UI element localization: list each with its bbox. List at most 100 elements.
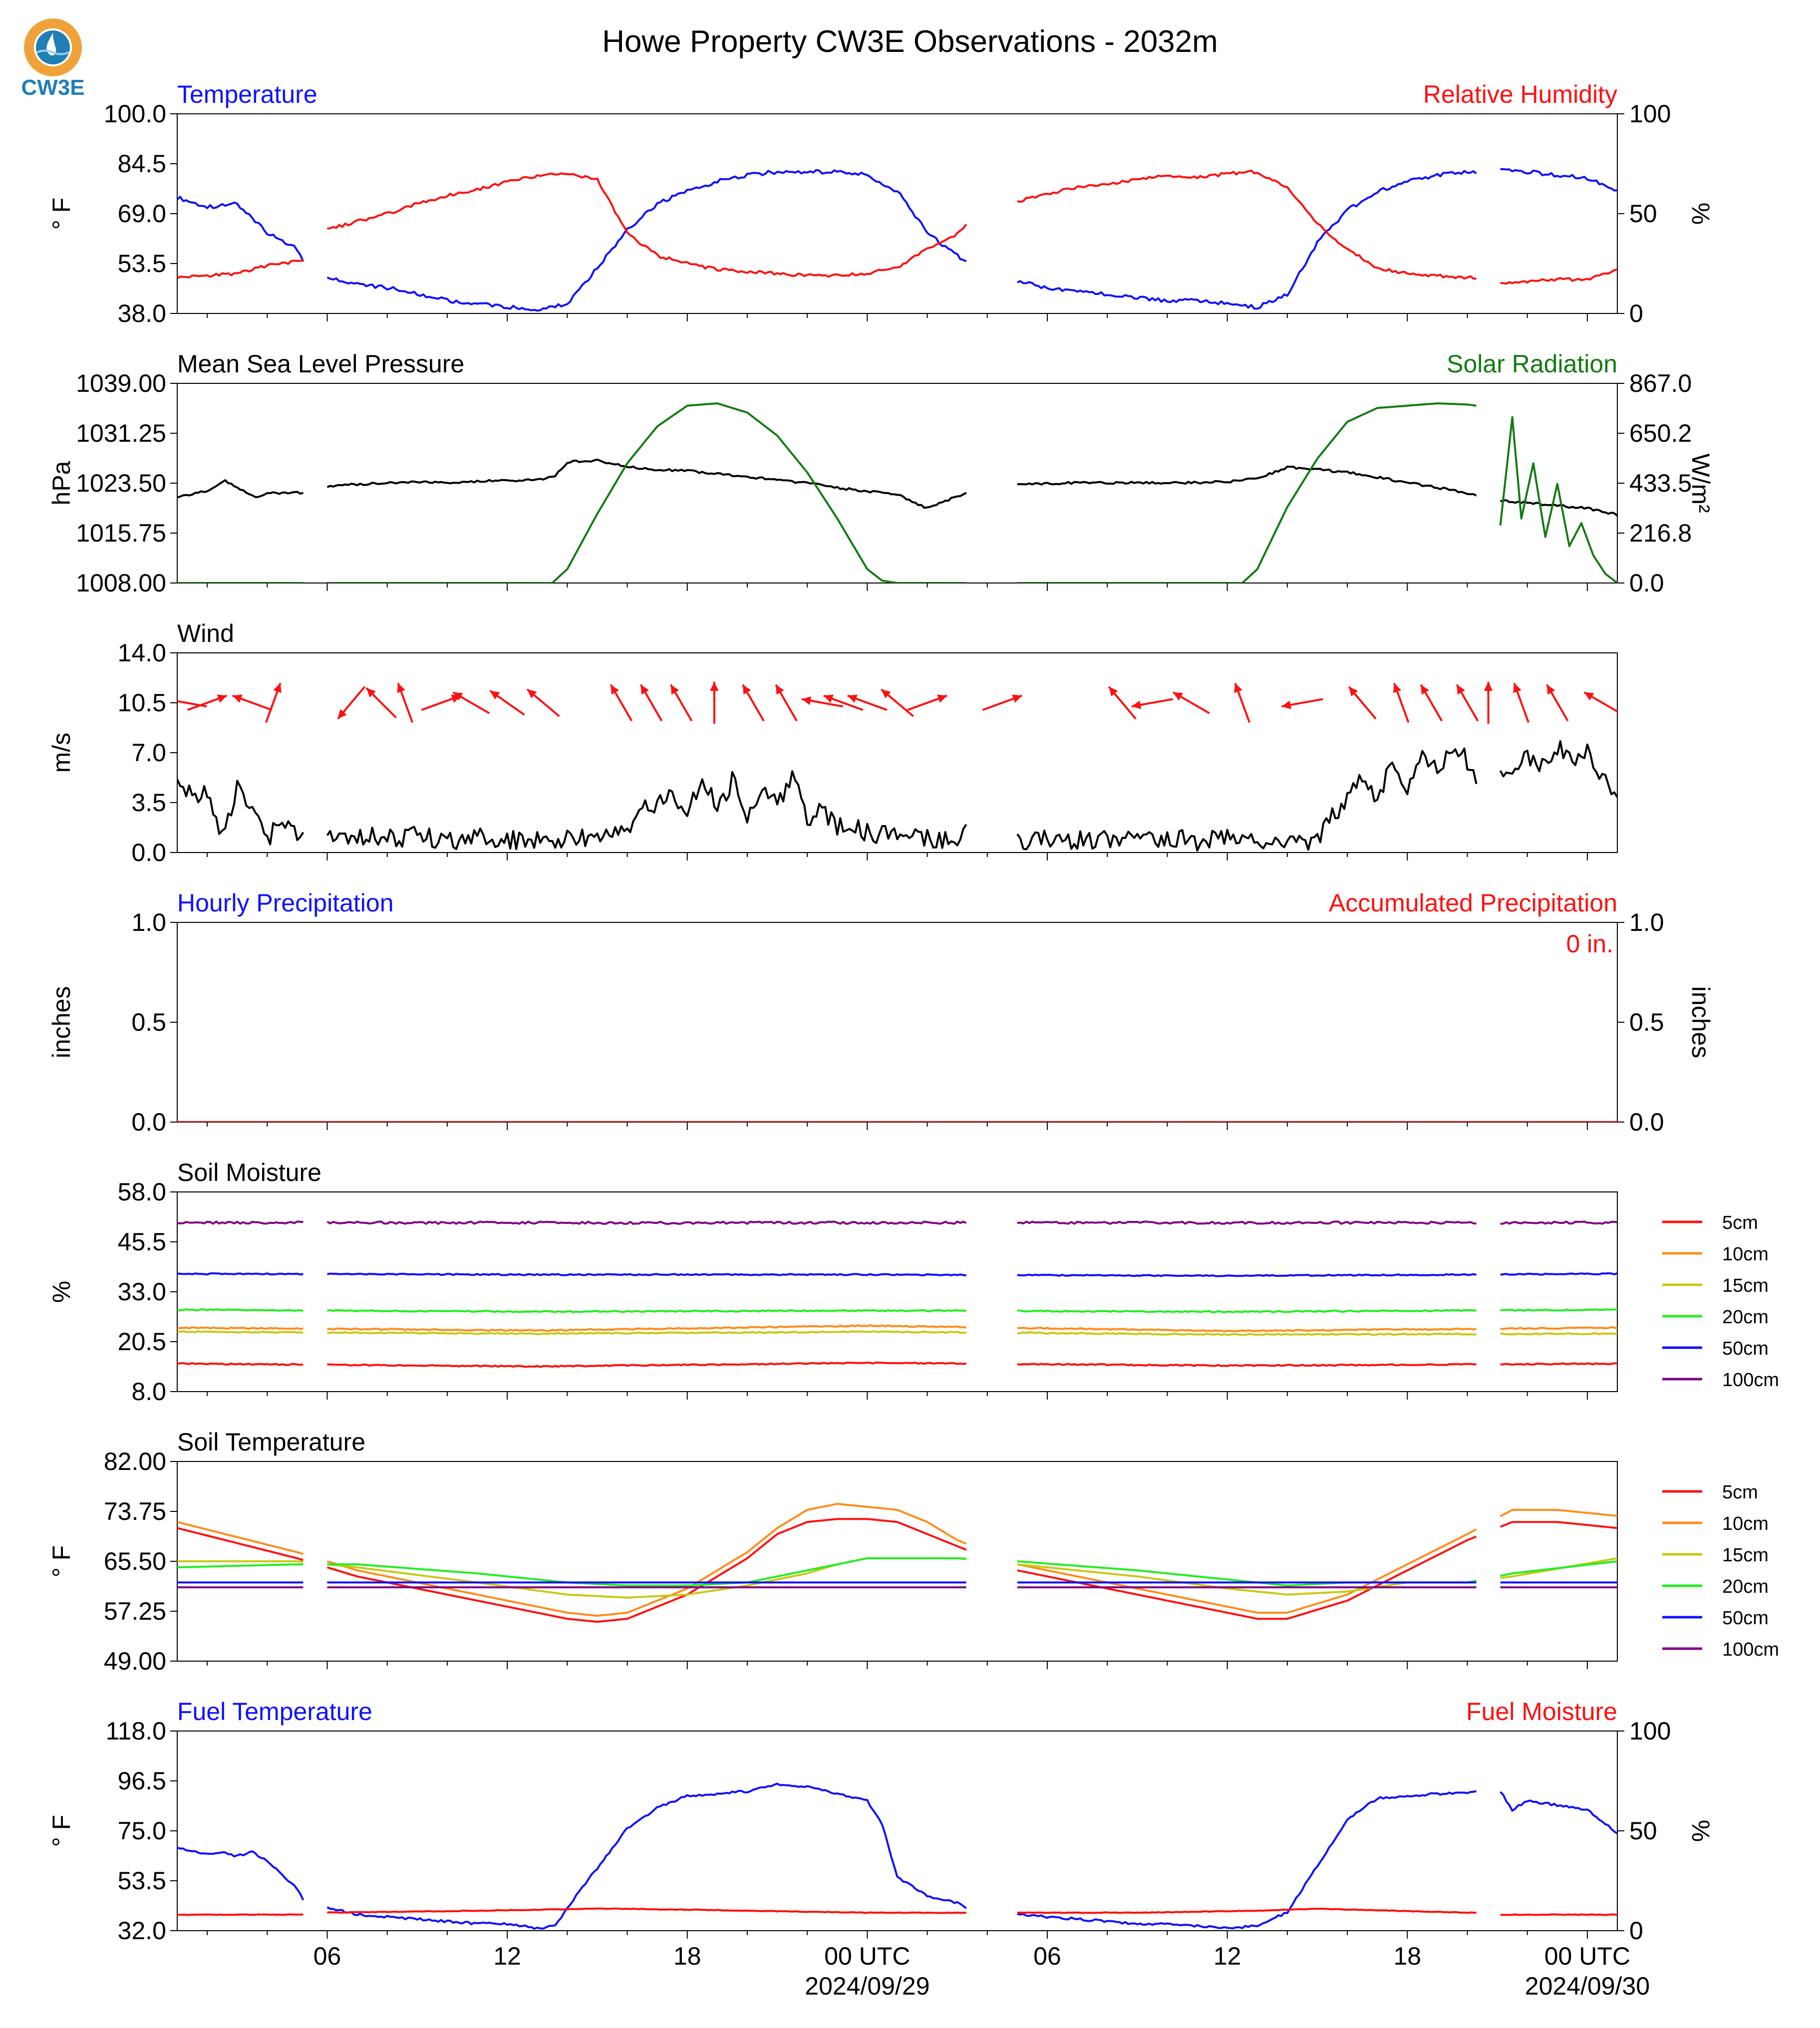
x-tick-label: 00 UTC <box>824 1942 910 1970</box>
plot-frame <box>177 1461 1618 1662</box>
series-line-relative-humidity <box>177 169 1617 285</box>
wind-arrow-head <box>743 684 751 695</box>
soil-legend: 5cm 10cm 15cm 20cm 50cm 100cm <box>1662 1482 1779 1660</box>
y-tick-label: 45.5 <box>118 1228 166 1256</box>
wind-arrow-head <box>1132 700 1142 709</box>
wind-arrow-head <box>527 689 537 699</box>
series-line-solar-radiation <box>177 402 1617 583</box>
y-tick-label: 53.5 <box>118 1867 166 1895</box>
y2-tick-label: 0 <box>1629 1917 1643 1945</box>
y-tick-label: 65.50 <box>104 1547 166 1575</box>
y-tick-label: 96.5 <box>118 1767 166 1795</box>
y-tick-label: 32.0 <box>118 1917 166 1945</box>
wind-arrow-head <box>670 684 679 695</box>
wind-arrow-head <box>1173 692 1184 701</box>
y-tick-label: 49.00 <box>104 1647 166 1675</box>
y2-tick-label: 1.0 <box>1629 908 1664 936</box>
y-tick-label: 33.0 <box>118 1278 166 1306</box>
x-tick-label: 06 <box>1033 1942 1061 1970</box>
wind-arrow-head <box>1584 692 1594 701</box>
y-tick-label: 20.5 <box>118 1328 166 1356</box>
panel-temperature: Temperature Relative Humidity 38.0 53.5 69.0… <box>47 80 1715 327</box>
y2-tick-label: 0.5 <box>1629 1008 1664 1036</box>
plot-frame <box>177 1731 1618 1931</box>
y-axis-label: ° F <box>47 1815 75 1847</box>
y2-axis-label: W/m² <box>1687 453 1715 513</box>
legend-label: 100cm <box>1722 1370 1779 1391</box>
soil-legend: 5cm 10cm 15cm 20cm 50cm 100cm <box>1662 1212 1779 1391</box>
panel-title-right: Fuel Moisture <box>1466 1698 1617 1726</box>
series-line-fuel-moisture <box>177 1907 1617 1916</box>
y-tick-label: 1023.50 <box>76 469 166 497</box>
y-tick-label: 0.5 <box>131 1008 166 1036</box>
x-tick-label: 06 <box>313 1942 341 1970</box>
panel-title-right: Solar Radiation <box>1447 350 1617 378</box>
wind-arrow-head <box>937 694 947 703</box>
panel-title-right: Relative Humidity <box>1423 80 1617 108</box>
series-line-5cm <box>177 1361 1617 1368</box>
series-line-5cm <box>177 1518 1617 1623</box>
wind-arrow-head <box>1457 684 1465 695</box>
y2-tick-label: 50 <box>1629 1817 1657 1845</box>
series-line-15cm <box>177 1330 1617 1336</box>
series-line-10cm <box>177 1324 1617 1333</box>
y-tick-label: 118.0 <box>106 1717 166 1745</box>
wind-arrow-head <box>1012 694 1022 703</box>
y-axis-label: inches <box>47 986 75 1059</box>
wind-arrow-head <box>640 684 649 695</box>
y-tick-label: 7.0 <box>131 739 166 767</box>
panel-title-left: Mean Sea Level Pressure <box>177 350 464 378</box>
y-tick-label: 75.0 <box>118 1817 166 1845</box>
y-tick-label: 73.75 <box>104 1497 166 1525</box>
y-tick-label: 10.5 <box>118 689 166 717</box>
panel-soil-temperature: Soil Temperature 49.00 57.25 65.50 73.75 82.0… <box>47 1428 1779 1675</box>
y-tick-label: 100.0 <box>104 100 166 128</box>
wind-arrow-head <box>217 694 227 703</box>
wind-arrow-head <box>232 694 243 703</box>
accumulated-total-label: 0 in. <box>1566 930 1613 958</box>
y2-axis-label: % <box>1687 203 1715 225</box>
series-group <box>177 1220 1617 1368</box>
logo-drop <box>46 33 56 56</box>
legend-label: 20cm <box>1722 1576 1769 1597</box>
legend-label: 10cm <box>1722 1513 1769 1534</box>
legend-label: 100cm <box>1722 1639 1779 1660</box>
y-tick-label: 1008.00 <box>76 569 166 597</box>
legend-label: 50cm <box>1722 1338 1769 1359</box>
wind-arrow-head <box>490 690 500 700</box>
y-tick-label: 38.0 <box>118 299 166 327</box>
wind-arrow-head <box>166 696 175 705</box>
y2-axis-label: inches <box>1687 986 1715 1059</box>
series-group <box>177 168 1617 312</box>
panel-title-left: Wind <box>177 619 234 647</box>
y2-tick-label: 867.0 <box>1629 369 1692 397</box>
legend-label: 50cm <box>1722 1608 1769 1629</box>
y-tick-label: 14.0 <box>118 639 166 667</box>
x-tick-label: 18 <box>1393 1942 1421 1970</box>
panel-fuel: Fuel Temperature Fuel Moisture 32.0 53.5 75.… <box>47 1698 1715 1945</box>
y-tick-label: 1031.25 <box>76 419 166 447</box>
y2-tick-label: 433.5 <box>1629 469 1692 497</box>
y-axis-label: hPa <box>47 461 75 505</box>
wind-arrow-head <box>1234 683 1242 693</box>
y-tick-label: 58.0 <box>118 1178 166 1206</box>
plot-frame <box>177 652 1618 853</box>
y-tick-label: 53.5 <box>118 250 166 278</box>
panel-title-left: Hourly Precipitation <box>177 889 394 917</box>
wind-arrow-head <box>1546 684 1555 695</box>
panel-soil-moisture: Soil Moisture 8.0 20.5 33.0 45.5 58.0% 5cm 10cm… <box>47 1159 1779 1406</box>
wind-arrow-head <box>710 682 719 691</box>
legend-label: 15cm <box>1722 1545 1769 1566</box>
series-line-fuel-temperature <box>177 1782 1617 1930</box>
y-tick-label: 8.0 <box>131 1378 166 1406</box>
cw3e-logo-icon: CW3E <box>21 18 85 100</box>
y-tick-label: 1039.00 <box>76 369 166 397</box>
wind-arrow-head <box>1421 684 1429 695</box>
wind-arrow-head <box>823 694 834 703</box>
x-date-label: 2024/09/30 <box>1525 1972 1650 2000</box>
y2-tick-label: 0 <box>1629 299 1643 327</box>
y-tick-label: 3.5 <box>131 789 166 817</box>
wind-arrow-head <box>337 709 347 719</box>
series-line-wind-speed <box>177 740 1617 852</box>
